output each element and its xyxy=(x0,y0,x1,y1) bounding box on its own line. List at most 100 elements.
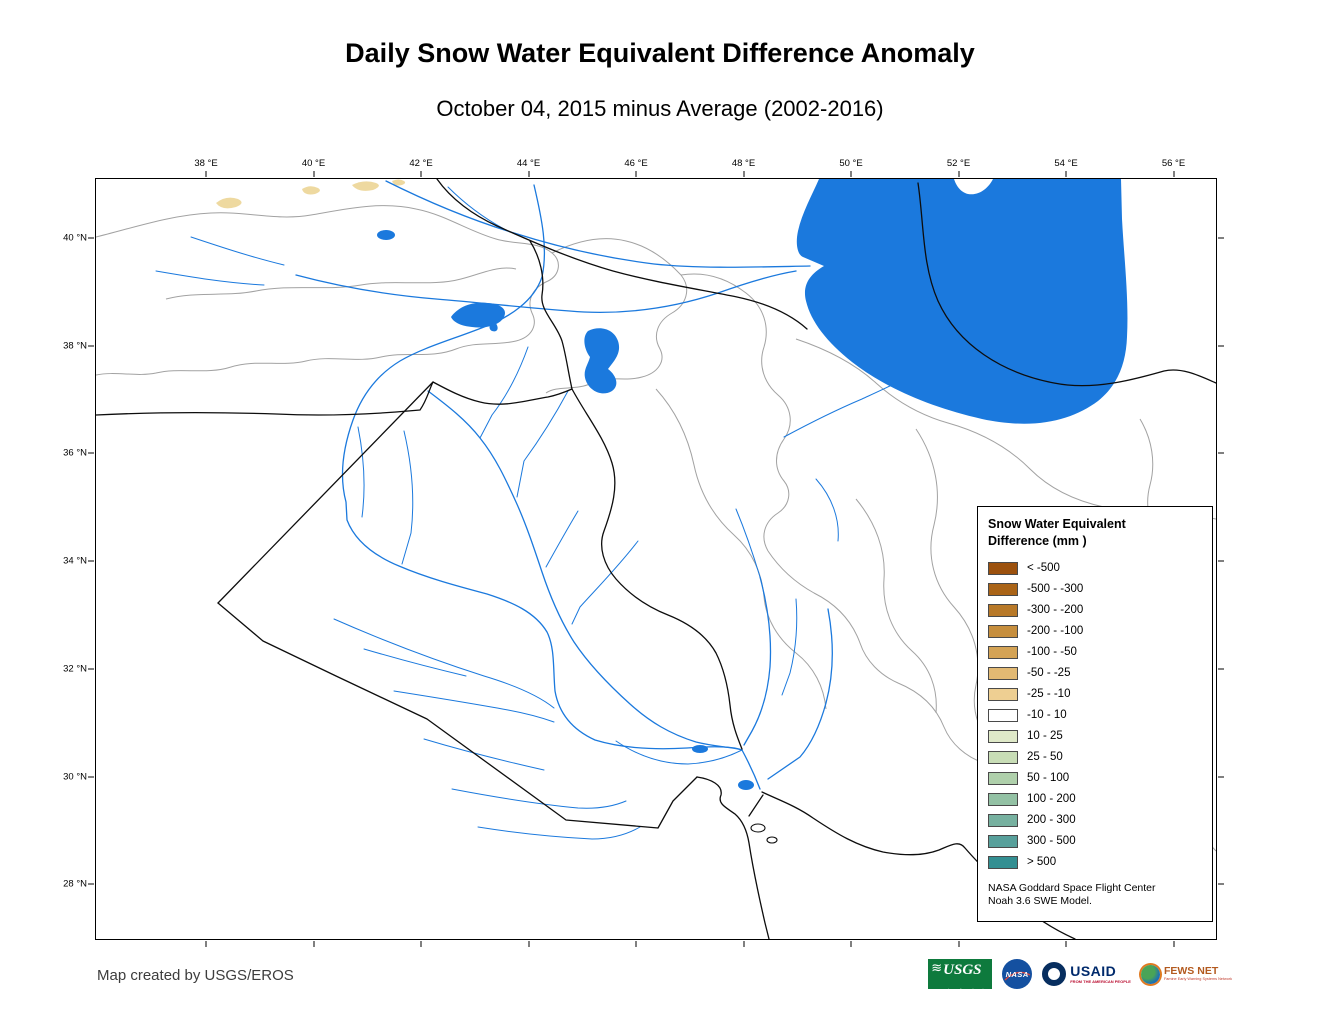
fewsnet-logo: FEWS NET Famine Early Warning Systems Ne… xyxy=(1140,964,1232,984)
nasa-logo: NASA xyxy=(1002,959,1033,989)
axis-tick xyxy=(743,941,744,947)
caspian-sea xyxy=(796,179,1128,424)
page-title: Daily Snow Water Equivalent Difference A… xyxy=(345,38,975,68)
legend-swatch xyxy=(988,708,1018,722)
legend-item: 200 - 300 xyxy=(988,810,1202,831)
legend-swatch xyxy=(988,645,1018,659)
axis-tick xyxy=(528,171,529,177)
legend-swatch xyxy=(988,582,1018,596)
axis-tick xyxy=(635,941,637,947)
lon-tick-label: 48 °E xyxy=(731,158,756,169)
axis-tick xyxy=(88,560,94,562)
legend-swatch xyxy=(988,855,1018,869)
legend-item: -25 - -10 xyxy=(988,684,1202,705)
logo-strip: ≋ USGS science for a changing world NASA… xyxy=(928,957,1232,993)
axis-tick xyxy=(1218,560,1224,562)
legend-item: 300 - 500 xyxy=(988,831,1202,852)
axis-tick xyxy=(313,941,314,947)
axis-tick xyxy=(1065,941,1067,947)
axis-tick xyxy=(1218,452,1224,454)
map-credit: Map created by USGS/EROS xyxy=(97,967,294,984)
anomaly-patches xyxy=(216,179,406,209)
axis-tick xyxy=(88,237,94,239)
legend-swatch xyxy=(988,813,1018,827)
lat-tick-label: 30 °N xyxy=(63,771,87,783)
axis-tick xyxy=(528,941,529,947)
lat-tick-label: 28 °N xyxy=(63,878,87,890)
axis-tick xyxy=(1218,345,1224,347)
country-borders xyxy=(96,179,1216,939)
legend: Snow Water Equivalent Difference (mm ) <… xyxy=(977,506,1213,922)
legend-swatch xyxy=(988,603,1018,617)
axis-tick xyxy=(205,171,207,177)
legend-item: -300 - -200 xyxy=(988,600,1202,621)
legend-item: 100 - 200 xyxy=(988,789,1202,810)
map-frame: 38 °E 40 °E 42 °E 44 °E 46 °E 48 °E 50 °… xyxy=(63,158,1224,947)
lat-tick-label: 40 °N xyxy=(63,232,87,244)
legend-swatch xyxy=(988,792,1018,806)
legend-item: -50 - -25 xyxy=(988,663,1202,684)
nasa-swoosh-icon xyxy=(1004,971,1031,981)
usaid-seal-icon xyxy=(1042,962,1067,986)
legend-item: 10 - 25 xyxy=(988,726,1202,747)
axis-tick xyxy=(88,883,94,885)
lake-urmia xyxy=(584,328,620,394)
lat-tick-label: 38 °N xyxy=(63,340,87,352)
axis-tick xyxy=(1218,668,1224,670)
axis-tick xyxy=(313,171,314,177)
lon-tick-label: 42 °E xyxy=(409,158,433,169)
axis-tick xyxy=(1218,237,1224,239)
legend-swatch xyxy=(988,750,1018,764)
legend-title: Snow Water Equivalent Difference (mm ) xyxy=(988,517,1126,548)
legend-swatch xyxy=(988,624,1018,638)
legend-item: 50 - 100 xyxy=(988,768,1202,789)
legend-item: -200 - -100 xyxy=(988,621,1202,642)
axis-tick xyxy=(1173,171,1174,177)
page-subtitle: October 04, 2015 minus Average (2002-201… xyxy=(436,96,884,121)
lake-van xyxy=(451,302,506,332)
lat-tick-label: 36 °N xyxy=(63,447,87,459)
axis-tick xyxy=(420,941,422,947)
axis-tick xyxy=(1218,883,1224,885)
lon-tick-label: 38 °E xyxy=(194,158,218,169)
legend-swatch xyxy=(988,729,1018,743)
legend-item: -500 - -300 xyxy=(988,579,1202,600)
axis-tick xyxy=(88,668,94,670)
axis-tick xyxy=(88,452,94,454)
lon-tick-label: 46 °E xyxy=(624,158,648,169)
usgs-logo: ≋ USGS science for a changing world xyxy=(928,959,1000,993)
lon-tick-label: 52 °E xyxy=(946,158,971,169)
legend-item: -10 - 10 xyxy=(988,705,1202,726)
kura-reservoir xyxy=(377,230,395,240)
legend-swatch xyxy=(988,834,1018,848)
axis-tick xyxy=(635,171,637,177)
lon-tick-label: 54 °E xyxy=(1054,158,1078,169)
axis-tick xyxy=(88,345,94,347)
legend-swatch xyxy=(988,771,1018,785)
axis-tick xyxy=(1065,171,1067,177)
axis-tick xyxy=(205,941,207,947)
axis-tick xyxy=(958,941,959,947)
legend-swatch xyxy=(988,687,1018,701)
legend-swatch xyxy=(988,666,1018,680)
usgs-wave-icon: ≋ xyxy=(931,960,943,975)
axis-tick xyxy=(850,171,852,177)
legend-item: 25 - 50 xyxy=(988,747,1202,768)
axis-tick xyxy=(1218,776,1224,777)
legend-swatch xyxy=(988,561,1018,575)
shatt-marsh-patches xyxy=(692,745,754,790)
usaid-logo: USAID FROM THE AMERICAN PEOPLE xyxy=(1042,962,1131,986)
legend-rows: < -500 -500 - -300 -300 - -200 -200 - -1… xyxy=(988,558,1202,873)
legend-note: NASA Goddard Space Flight Center Noah 3.… xyxy=(988,881,1156,908)
axis-tick xyxy=(88,776,94,777)
fews-globe-icon xyxy=(1140,964,1160,984)
axis-tick xyxy=(743,171,744,177)
lon-tick-label: 56 °E xyxy=(1161,158,1186,169)
lon-tick-label: 44 °E xyxy=(516,158,541,169)
lat-tick-label: 34 °N xyxy=(63,555,87,567)
river-network xyxy=(155,180,895,840)
axis-tick xyxy=(958,171,959,177)
axis-tick xyxy=(1173,941,1174,947)
legend-item: -100 - -50 xyxy=(988,642,1202,663)
legend-item: > 500 xyxy=(988,852,1202,873)
